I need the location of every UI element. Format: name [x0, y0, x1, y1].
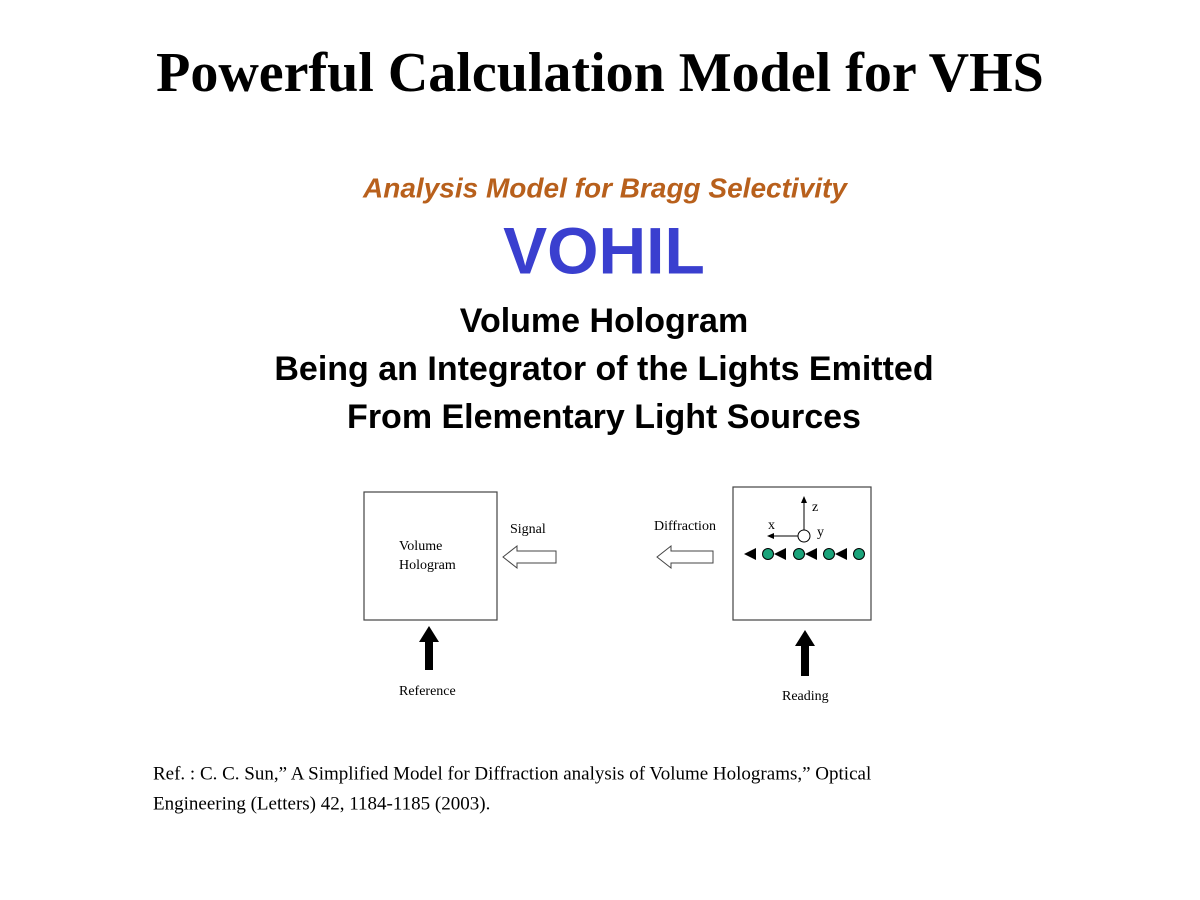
reference-line: Ref. : C. C. Sun,” A Simplified Model fo…	[153, 763, 871, 784]
source-arrow	[835, 548, 847, 560]
diffraction-arrow	[656, 544, 714, 570]
reference-line: Engineering (Letters) 42, 1184-1185 (200…	[153, 793, 490, 814]
reading-arrow	[795, 630, 815, 676]
hologram-box	[732, 486, 872, 621]
description-line: Being an Integrator of the Lights Emitte…	[274, 350, 933, 388]
acronym: VOHIL	[503, 213, 705, 287]
recording-diagram: Volume Hologram Signal Reference	[363, 491, 557, 699]
source-arrow	[805, 548, 817, 560]
axis-label: z	[812, 500, 818, 515]
light-sources	[744, 548, 865, 560]
axis-label: y	[817, 525, 824, 540]
box-label: Hologram	[399, 558, 456, 573]
axis-label: x	[768, 518, 775, 533]
source	[823, 548, 835, 560]
y-axis	[797, 529, 811, 543]
description-line: Volume Hologram	[460, 302, 748, 340]
subtitle: Analysis Model for Bragg Selectivity	[362, 172, 848, 203]
source-arrow	[774, 548, 786, 560]
signal-label: Signal	[510, 522, 546, 537]
title: Powerful Calculation Model for VHS	[156, 42, 1044, 104]
source	[793, 548, 805, 560]
reference-arrow	[419, 626, 439, 670]
signal-arrow	[502, 544, 557, 570]
z-axis-head	[801, 496, 807, 503]
source	[853, 548, 865, 560]
diffraction-label: Diffraction	[654, 519, 716, 534]
x-axis-head	[767, 533, 774, 539]
source-arrow	[744, 548, 756, 560]
source	[762, 548, 774, 560]
reading-diagram: Diffraction z x y Reading	[654, 486, 872, 704]
reference-label: Reference	[399, 684, 456, 699]
box-label: Volume	[399, 539, 442, 554]
reading-label: Reading	[782, 689, 829, 704]
description-line: From Elementary Light Sources	[347, 398, 861, 436]
hologram-box	[363, 491, 498, 621]
